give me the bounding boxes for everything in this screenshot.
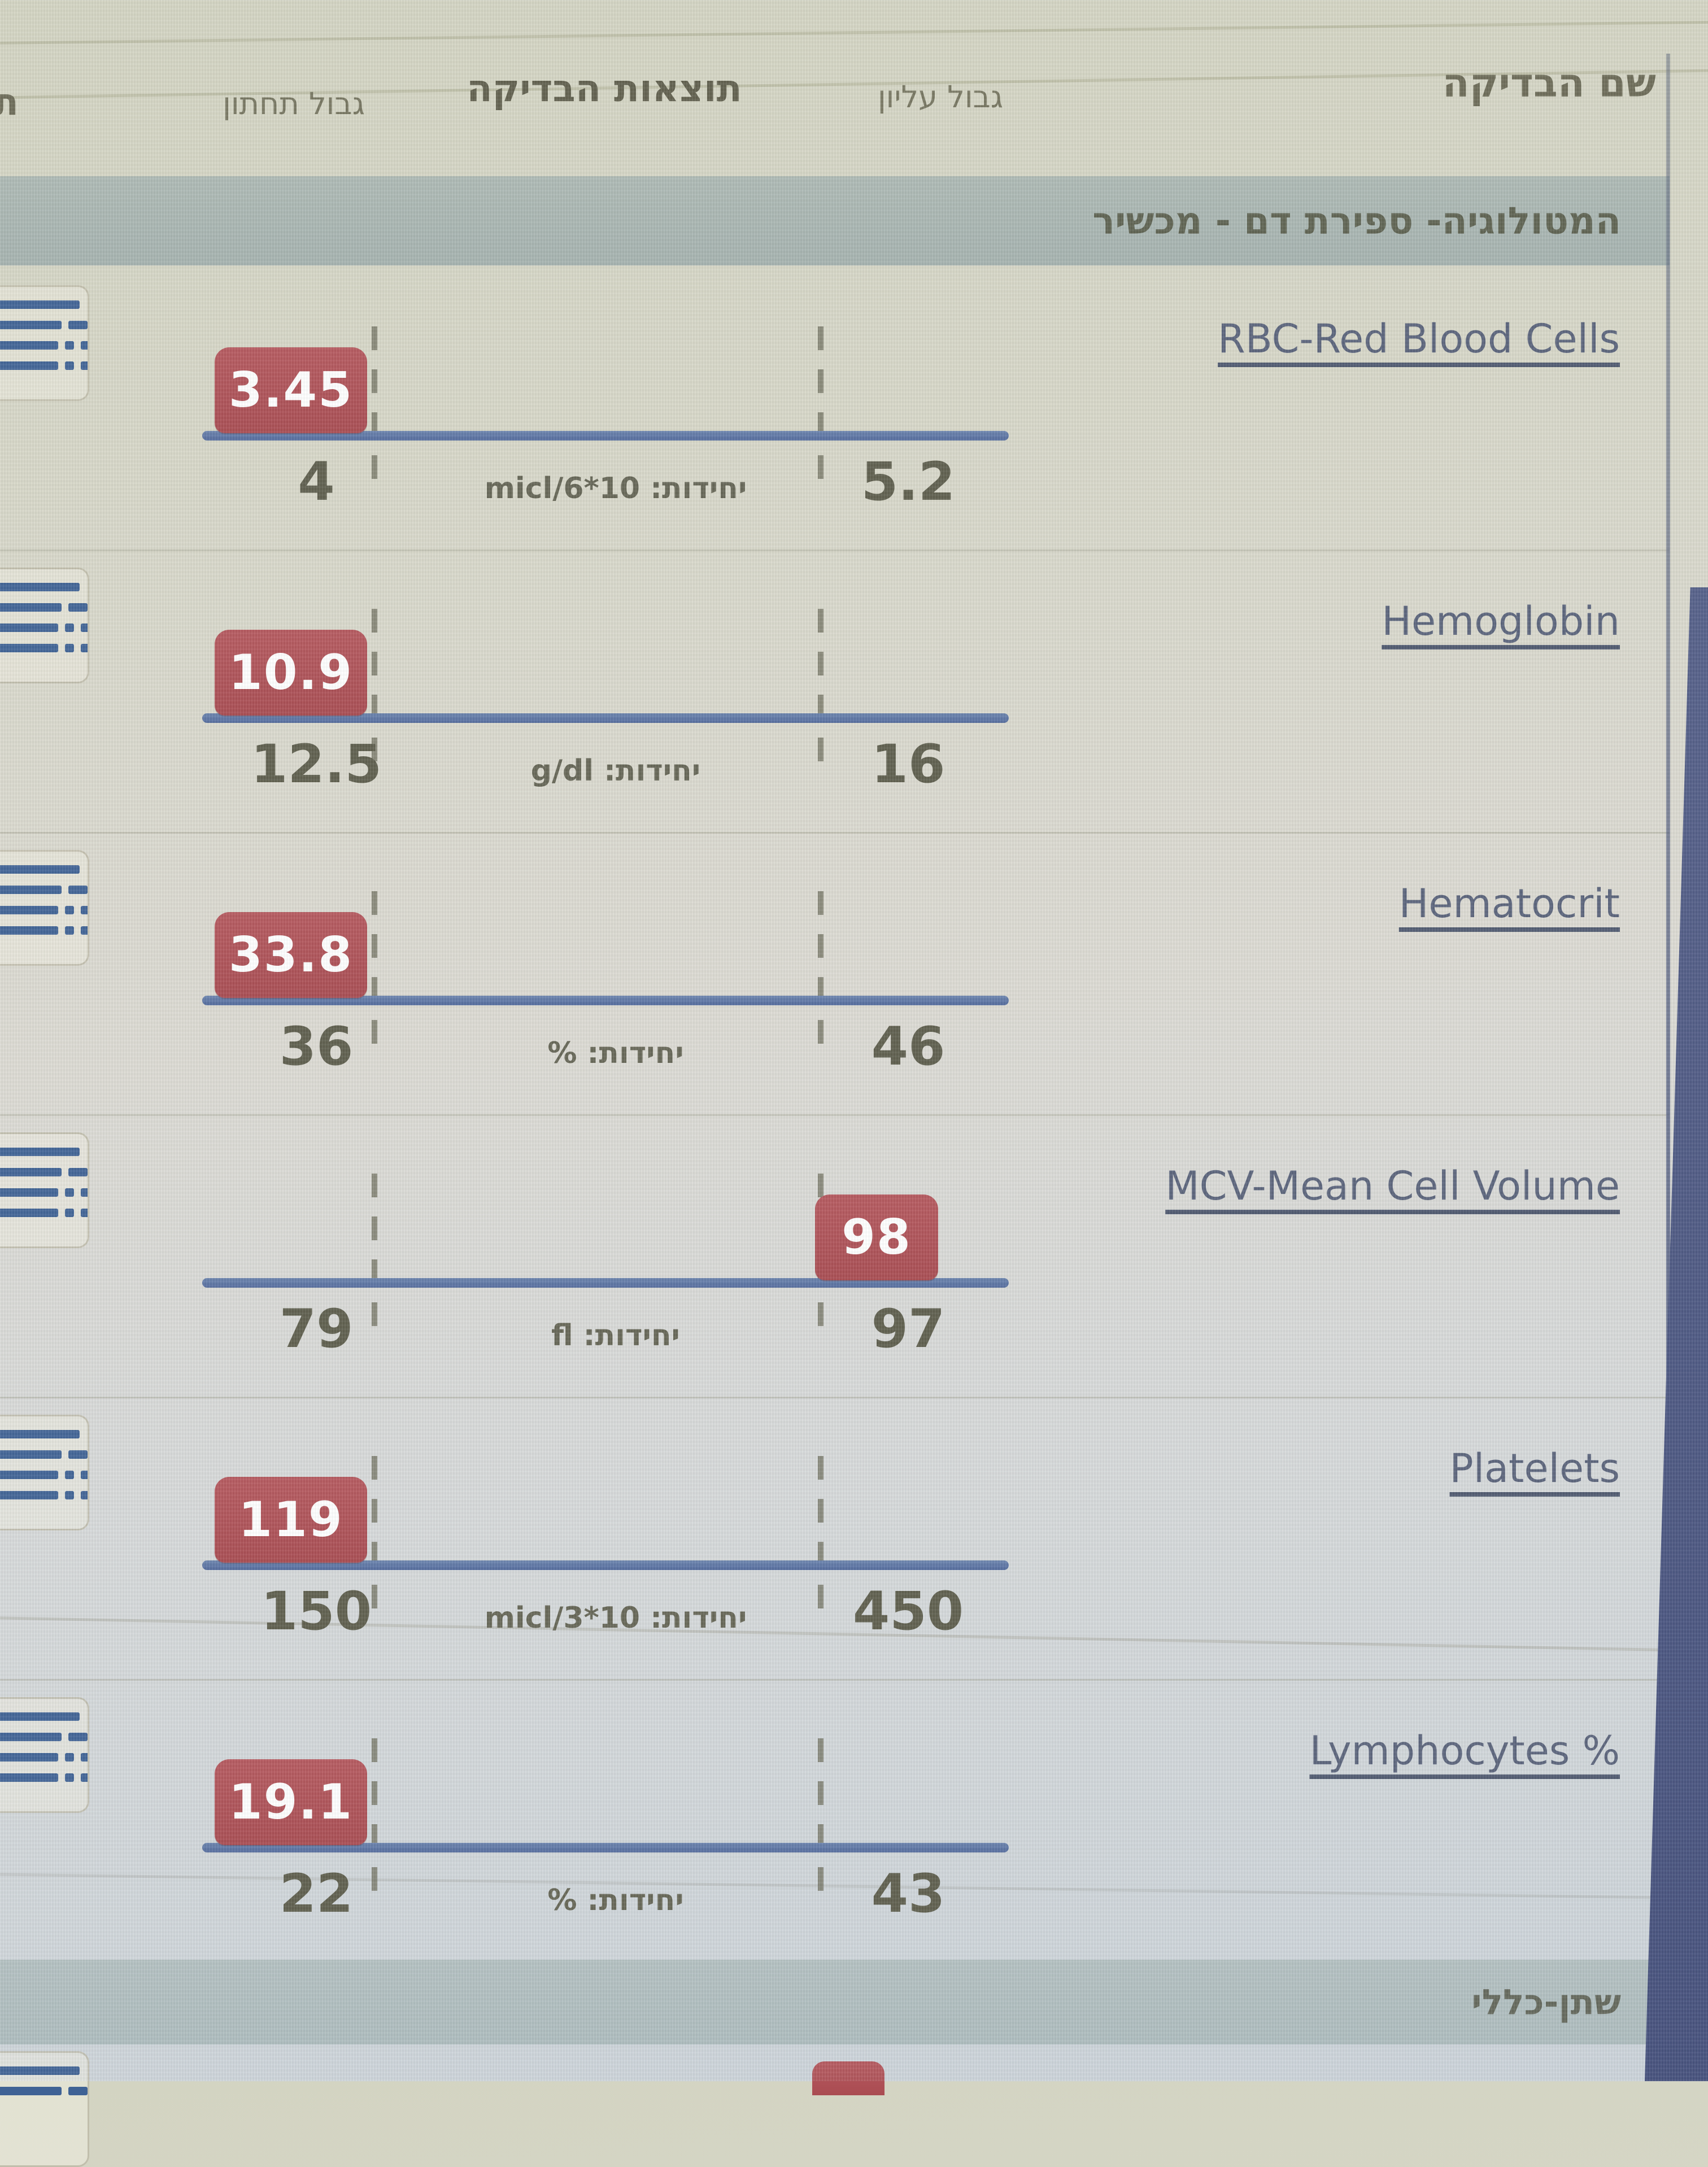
column-header-upper-limit: גבול עליון: [877, 79, 1004, 115]
upper-limit-value: 43: [871, 1863, 945, 1925]
upper-limit-marker: [818, 891, 823, 1056]
test-row: Lymphocytes % 19.1 22 יחידות: % 43: [0, 1679, 1670, 1963]
lower-limit-marker: [372, 1174, 377, 1338]
section-title: המטולוגיה- ספירת דם - מכשיר: [1092, 199, 1621, 243]
test-name-link[interactable]: Hematocrit: [1398, 880, 1620, 927]
column-header-clipped: ת: [0, 80, 19, 124]
test-row: MCV-Mean Cell Volume 98 79 יחידות: fl 97: [0, 1114, 1670, 1398]
result-badge: 98: [815, 1194, 938, 1280]
range-line: [202, 1278, 1009, 1288]
test-row: Hemoglobin 10.9 12.5 יחידות: g/dl 16: [0, 550, 1670, 834]
upper-limit-marker: [818, 1456, 823, 1621]
list-icon[interactable]: [0, 1132, 89, 1248]
upper-limit-marker: [818, 1738, 823, 1903]
result-badge: 19.1: [215, 1759, 367, 1845]
upper-limit-value: 5.2: [861, 451, 956, 513]
result-badge: 3.45: [215, 347, 367, 433]
list-icon[interactable]: [0, 1415, 89, 1531]
range-line: [202, 1843, 1009, 1852]
lower-limit-value: 12.5: [251, 734, 382, 795]
test-name-link[interactable]: Hemoglobin: [1382, 598, 1620, 644]
test-row: RBC-Red Blood Cells 3.45 4 יחידות: micl/…: [0, 267, 1670, 551]
range-line: [202, 996, 1009, 1005]
test-name-link[interactable]: RBC-Red Blood Cells: [1218, 316, 1620, 362]
list-icon[interactable]: [0, 285, 89, 401]
lower-limit-marker: [372, 891, 377, 1056]
lower-limit-marker: [372, 1456, 377, 1621]
section-band-hematology: המטולוגיה- ספירת דם - מכשיר: [0, 176, 1670, 265]
upper-limit-value: 46: [871, 1016, 945, 1078]
units-label: יחידות: %: [547, 1883, 684, 1917]
upper-limit-value: 450: [852, 1581, 964, 1642]
test-row: Platelets 119 150 יחידות: micl/3*10 450: [0, 1397, 1670, 1681]
units-label: יחידות: g/dl: [530, 754, 701, 788]
lower-limit-value: 36: [279, 1016, 354, 1078]
column-header-test-name: שם הבדיקה: [1442, 60, 1656, 106]
test-name-link[interactable]: Lymphocytes %: [1309, 1728, 1620, 1774]
upper-limit-marker: [818, 609, 823, 774]
result-badge: 33.8: [215, 912, 367, 998]
units-label: יחידות: %: [547, 1036, 684, 1070]
result-badge: 10.9: [215, 630, 367, 716]
result-badge: 119: [215, 1477, 367, 1563]
column-header-results: תוצאות הבדיקה: [467, 67, 742, 110]
test-name-link[interactable]: MCV-Mean Cell Volume: [1165, 1163, 1620, 1209]
section-band-urine: שתן-כללי: [0, 1960, 1670, 2044]
table-right-border: [1666, 54, 1670, 2081]
units-label: יחידות: micl/3*10: [484, 1601, 747, 1635]
list-icon[interactable]: [0, 1697, 89, 1813]
partial-test-row: [0, 2044, 1670, 2167]
lower-limit-marker: [372, 1738, 377, 1903]
section-title: שתן-כללי: [1471, 1981, 1621, 2023]
lower-limit-value: 150: [260, 1581, 372, 1642]
range-line: [202, 713, 1009, 723]
column-header-lower-limit: גבול תחתון: [223, 86, 365, 121]
scanline-artifact: [0, 20, 1708, 45]
range-line: [202, 1560, 1009, 1570]
test-row: Hematocrit 33.8 36 יחידות: % 46: [0, 832, 1670, 1116]
lower-limit-marker: [372, 609, 377, 774]
test-name-link[interactable]: Platelets: [1449, 1445, 1620, 1492]
list-icon[interactable]: [0, 568, 89, 683]
units-label: יחידות: micl/6*10: [484, 472, 747, 505]
lower-limit-value: 4: [298, 451, 335, 513]
lower-limit-value: 22: [279, 1863, 354, 1925]
upper-limit-value: 97: [871, 1298, 945, 1360]
list-icon[interactable]: [0, 850, 89, 966]
partial-result-badge: [812, 2061, 884, 2095]
list-icon[interactable]: [0, 2051, 89, 2167]
upper-limit-value: 16: [871, 734, 945, 795]
range-line: [202, 431, 1009, 441]
units-label: יחידות: fl: [551, 1319, 680, 1353]
lower-limit-marker: [372, 326, 377, 491]
lower-limit-value: 79: [279, 1298, 354, 1360]
upper-limit-marker: [818, 326, 823, 491]
